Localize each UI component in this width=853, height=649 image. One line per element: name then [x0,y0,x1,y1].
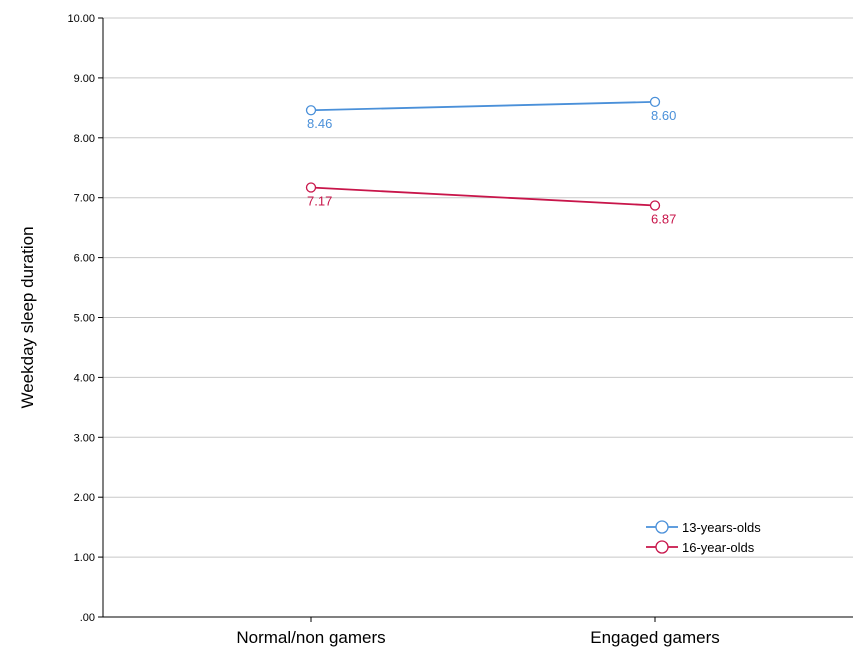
grid-lines [103,18,853,557]
y-tick-label: 1.00 [74,552,95,564]
y-tick-label: 2.00 [74,492,95,504]
data-label: 6.87 [651,211,676,226]
x-axis-categories: Normal/non gamers Engaged gamers [236,617,719,647]
series-1: 8.46 8.60 [307,97,677,131]
legend-marker [656,541,668,553]
y-tick-label: 7.00 [74,193,95,205]
y-tick-label: 8.00 [74,133,95,145]
y-axis-label: Weekday sleep duration [18,226,37,408]
y-tick-label: .00 [80,612,95,624]
data-point [307,106,316,115]
series-2: 7.17 6.87 [307,183,677,226]
data-point [651,201,660,210]
data-point [307,183,316,192]
data-point [651,97,660,106]
series-line [311,188,655,206]
y-tick-label: 10.00 [67,13,95,25]
data-label: 8.60 [651,108,676,123]
y-tick-label: 3.00 [74,432,95,444]
y-tick-label: 5.00 [74,313,95,325]
x-category-label: Normal/non gamers [236,628,385,647]
legend: 13-years-olds 16-year-olds [646,520,761,555]
series-layer: 8.46 8.60 7.17 6.87 [307,97,677,226]
data-label: 8.46 [307,116,332,131]
y-tick-label: 9.00 [74,73,95,85]
y-tick-label: 6.00 [74,253,95,265]
data-label: 7.17 [307,194,332,209]
y-tick-label: 4.00 [74,372,95,384]
y-axis-ticks: .00 1.00 2.00 3.00 4.00 5.00 6.00 7.00 8.00 9.00 1… [67,13,103,624]
series-line [311,102,655,110]
legend-label: 16-year-olds [682,540,755,555]
legend-marker [656,521,668,533]
legend-label: 13-years-olds [682,520,761,535]
x-category-label: Engaged gamers [590,628,719,647]
